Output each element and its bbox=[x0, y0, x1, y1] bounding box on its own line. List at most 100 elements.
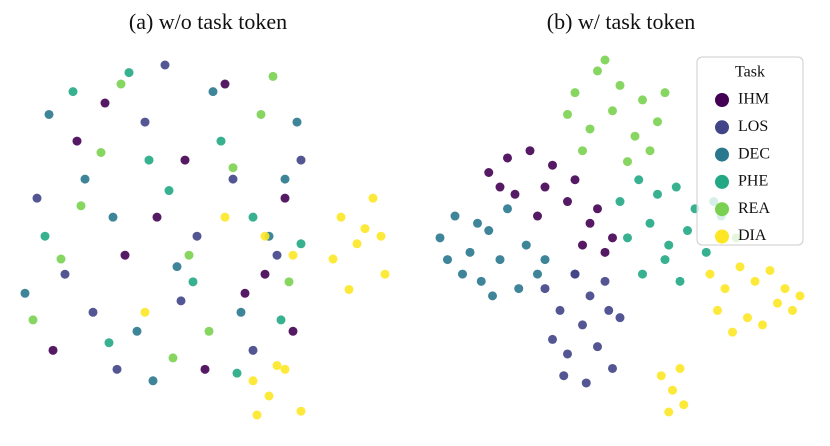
point bbox=[675, 363, 685, 373]
point bbox=[634, 175, 644, 185]
point bbox=[96, 148, 106, 157]
point bbox=[484, 167, 494, 177]
point bbox=[578, 146, 587, 156]
point bbox=[336, 212, 346, 222]
point bbox=[473, 218, 482, 228]
point bbox=[228, 163, 238, 173]
point bbox=[280, 174, 290, 184]
point bbox=[563, 197, 572, 207]
point bbox=[228, 174, 238, 184]
point bbox=[773, 298, 782, 308]
point bbox=[476, 276, 486, 286]
point bbox=[758, 320, 767, 330]
point bbox=[458, 269, 467, 279]
point bbox=[284, 277, 294, 287]
point bbox=[600, 247, 610, 257]
point bbox=[563, 349, 572, 359]
point bbox=[268, 71, 278, 81]
point bbox=[116, 79, 126, 89]
point bbox=[160, 60, 170, 70]
point bbox=[120, 250, 130, 260]
point bbox=[260, 231, 270, 241]
point bbox=[48, 345, 58, 355]
point bbox=[296, 239, 306, 249]
point bbox=[581, 378, 591, 388]
point bbox=[168, 353, 178, 363]
point bbox=[180, 155, 190, 165]
point bbox=[765, 265, 775, 275]
panel-title: (b) w/ task token bbox=[547, 9, 695, 34]
point bbox=[240, 288, 250, 298]
legend: Task IHM LOS DEC PHE REA DIA bbox=[696, 56, 804, 246]
point bbox=[495, 255, 505, 265]
point bbox=[653, 189, 662, 199]
point bbox=[645, 146, 655, 156]
legend-label: PHE bbox=[738, 173, 768, 190]
point bbox=[108, 212, 118, 222]
point bbox=[220, 79, 230, 89]
point bbox=[276, 315, 286, 325]
point bbox=[264, 391, 274, 401]
point bbox=[60, 269, 70, 279]
point bbox=[344, 284, 354, 294]
point bbox=[701, 247, 711, 257]
point bbox=[705, 269, 715, 279]
point bbox=[32, 193, 42, 203]
point bbox=[615, 197, 625, 207]
point bbox=[360, 224, 370, 234]
point bbox=[593, 342, 602, 352]
point bbox=[570, 175, 580, 185]
point bbox=[578, 320, 587, 330]
point bbox=[296, 406, 306, 416]
point bbox=[188, 277, 198, 287]
point bbox=[488, 291, 497, 301]
point bbox=[495, 182, 505, 192]
point bbox=[638, 95, 647, 105]
point bbox=[615, 80, 625, 90]
point bbox=[328, 254, 338, 264]
legend-marker bbox=[715, 202, 729, 217]
point bbox=[585, 218, 595, 228]
point bbox=[164, 186, 174, 196]
point bbox=[559, 371, 569, 381]
point bbox=[750, 276, 760, 286]
point bbox=[28, 315, 38, 325]
point bbox=[514, 284, 524, 294]
point bbox=[656, 371, 666, 381]
point bbox=[248, 212, 258, 222]
point bbox=[521, 240, 531, 250]
point bbox=[788, 305, 797, 315]
point bbox=[280, 364, 290, 374]
legend-marker bbox=[715, 93, 729, 107]
point bbox=[80, 174, 90, 184]
point bbox=[615, 313, 625, 323]
point bbox=[683, 226, 692, 236]
point bbox=[713, 305, 722, 315]
point bbox=[435, 233, 445, 243]
point bbox=[204, 326, 214, 336]
point bbox=[260, 269, 270, 279]
point bbox=[104, 338, 114, 348]
point bbox=[638, 269, 647, 279]
point bbox=[608, 233, 617, 243]
point bbox=[664, 407, 674, 417]
point bbox=[176, 296, 186, 306]
point bbox=[100, 98, 110, 108]
point bbox=[76, 201, 86, 211]
point bbox=[124, 68, 134, 78]
legend-label: DEC bbox=[738, 145, 770, 162]
panel-title: (a) w/o task token bbox=[129, 9, 287, 34]
point bbox=[585, 291, 595, 301]
point bbox=[484, 226, 494, 236]
point bbox=[668, 385, 677, 395]
point bbox=[540, 255, 550, 265]
point bbox=[503, 204, 512, 214]
point bbox=[671, 182, 681, 192]
point bbox=[660, 255, 670, 265]
point bbox=[585, 124, 595, 134]
point bbox=[368, 193, 378, 203]
point bbox=[743, 313, 752, 323]
point bbox=[192, 231, 202, 241]
point bbox=[44, 109, 54, 119]
